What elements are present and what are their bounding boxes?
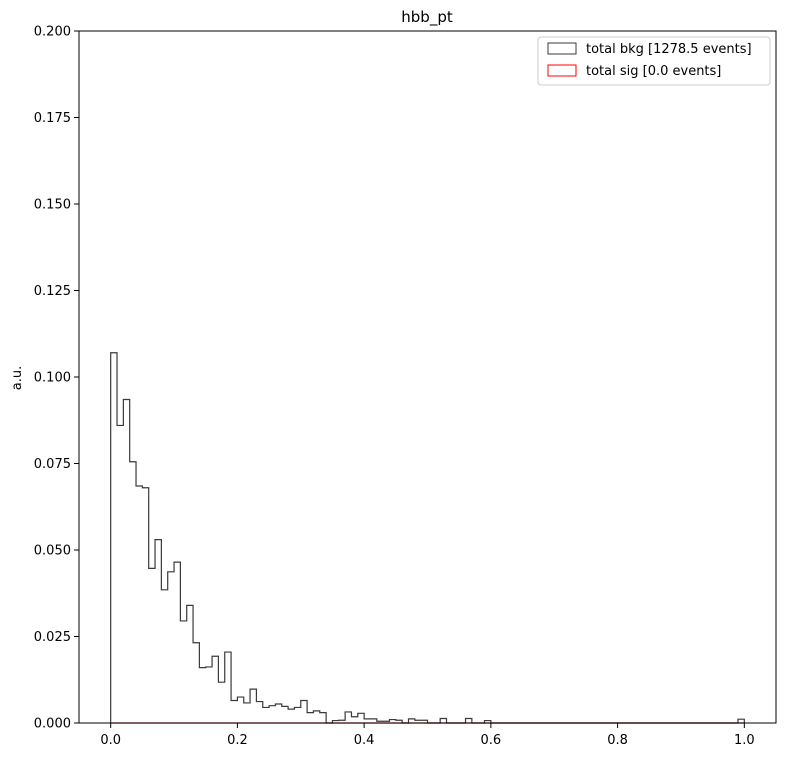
y-tick-label: 0.025	[34, 630, 71, 645]
x-tick-label: 0.6	[481, 733, 502, 748]
y-tick-label: 0.050	[34, 544, 71, 559]
y-axis: 0.000 0.025 0.050 0.075 0.100 0.125 0.150 0.175…	[34, 25, 79, 732]
plot-area	[78, 30, 777, 724]
legend-label-sig: total sig [0.0 events]	[586, 64, 721, 79]
y-tick-label: 0.125	[34, 284, 71, 299]
legend: total bkg [1278.5 events] total sig [0.0…	[537, 36, 771, 86]
legend-label-bkg: total bkg [1278.5 events]	[586, 42, 752, 57]
chart-title: hbb_pt	[401, 8, 453, 27]
legend-swatch-bkg	[547, 42, 577, 55]
y-tick-label: 0.150	[34, 198, 71, 213]
y-axis-label: a.u.	[10, 366, 25, 390]
y-tick-label: 0.100	[34, 371, 71, 386]
x-tick-label: 0.4	[354, 733, 375, 748]
legend-swatch-sig	[547, 64, 577, 77]
x-tick-label: 1.0	[734, 733, 755, 748]
y-tick-label: 0.000	[34, 717, 71, 732]
y-tick-label: 0.075	[34, 457, 71, 472]
y-tick-label: 0.200	[34, 25, 71, 40]
legend-frame	[537, 36, 771, 86]
plot-frame	[79, 31, 776, 723]
x-axis: 0.0 0.2 0.4 0.6 0.8 1.0	[100, 723, 755, 748]
x-tick-label: 0.2	[227, 733, 248, 748]
x-tick-label: 0.8	[607, 733, 628, 748]
x-tick-label: 0.0	[100, 733, 121, 748]
y-tick-label: 0.175	[34, 111, 71, 126]
